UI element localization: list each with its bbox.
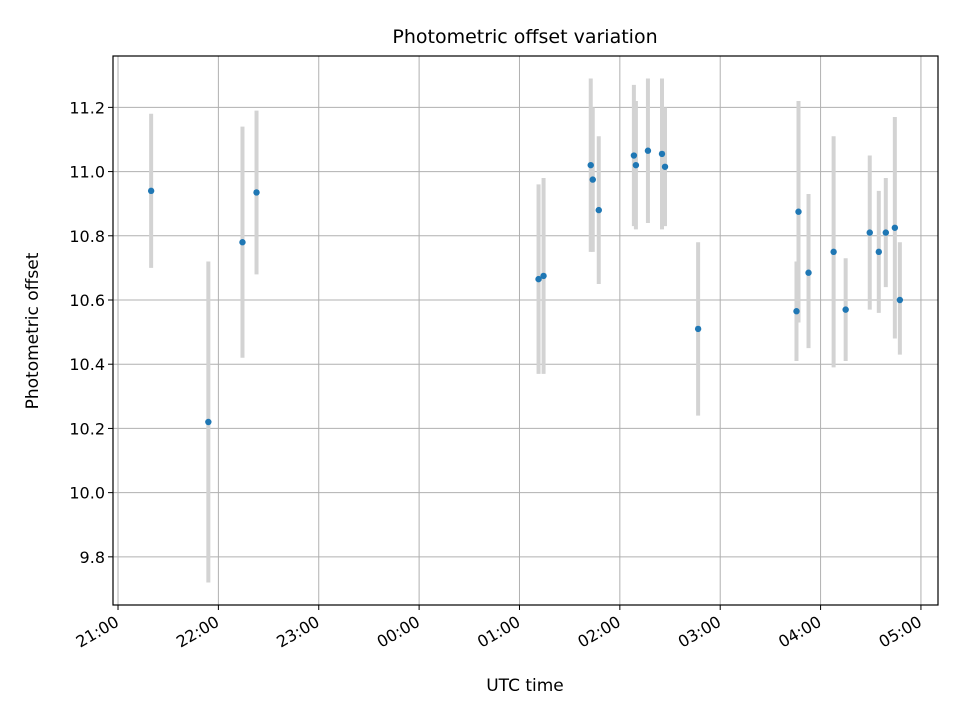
y-tick-label: 10.6 [69, 291, 105, 310]
y-tick-label: 10.2 [69, 419, 105, 438]
data-point [253, 189, 260, 196]
x-axis-label: UTC time [486, 676, 564, 696]
y-tick-label: 11.0 [69, 163, 105, 182]
y-tick-label: 10.0 [69, 484, 105, 503]
data-point [147, 187, 155, 195]
data-point [805, 269, 812, 276]
data-point [658, 150, 666, 158]
data-point [239, 239, 246, 246]
errorbar-layer [149, 78, 902, 583]
x-tick-label: 04:00 [775, 612, 824, 652]
y-tick-label: 9.8 [80, 548, 105, 567]
x-tick-label: 00:00 [374, 612, 423, 652]
grid-layer [113, 56, 938, 605]
chart-title: Photometric offset variation [392, 26, 657, 48]
x-tick-label: 05:00 [876, 612, 925, 652]
data-point [842, 306, 849, 313]
data-point [205, 418, 212, 426]
data-point [830, 248, 837, 256]
y-axis-label: Photometric offset [23, 252, 43, 409]
data-point [540, 272, 547, 280]
data-point [632, 161, 640, 169]
data-point [795, 208, 802, 215]
x-tick-label: 23:00 [273, 612, 322, 652]
x-tick-label: 22:00 [173, 612, 222, 652]
data-point [896, 296, 904, 304]
data-point [587, 161, 594, 169]
y-tick-label: 10.8 [69, 227, 105, 246]
data-point [882, 229, 890, 236]
data-point [661, 163, 669, 170]
data-point [595, 206, 602, 214]
data-point [694, 325, 702, 333]
x-tick-label: 02:00 [574, 612, 623, 652]
plot-frame [112, 55, 939, 606]
point-layer [147, 147, 904, 426]
x-tick-label: 21:00 [73, 612, 122, 652]
data-point [875, 248, 882, 256]
data-point [535, 275, 542, 283]
data-point [589, 176, 596, 183]
y-tick-label: 11.2 [69, 98, 105, 117]
data-point [644, 147, 652, 154]
data-point [866, 229, 873, 236]
x-axis-ticks: 21:00 22:00 23:00 00:00 01:00 02:00 03:00 04:00… [73, 605, 925, 652]
data-point [891, 224, 899, 231]
data-point [793, 308, 800, 315]
y-axis-ticks: 9.8 10.0 10.2 10.4 10.6 10.8 11.0 11.2 [69, 98, 113, 567]
y-tick-label: 10.4 [69, 355, 105, 374]
x-tick-label: 03:00 [675, 612, 724, 652]
x-tick-label: 01:00 [474, 612, 523, 652]
data-point [630, 152, 638, 159]
